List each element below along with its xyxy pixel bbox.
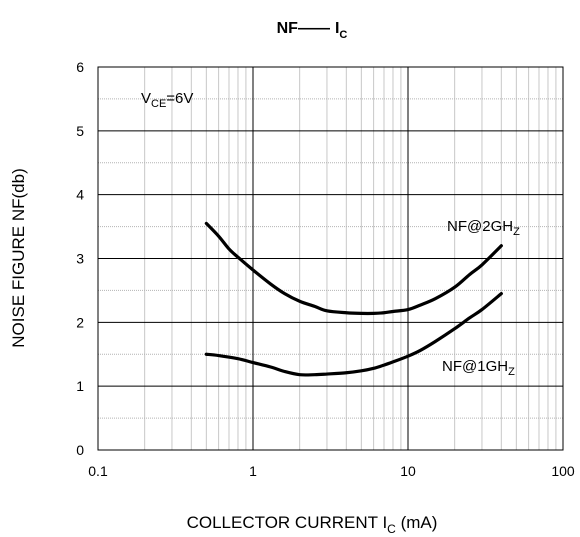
condition-label: VCE=6V — [141, 90, 193, 110]
series-lines — [204, 221, 503, 377]
condition-main: V — [141, 90, 151, 107]
x-axis-title-sub: C — [387, 522, 396, 536]
series-line-nf-2ghz — [204, 221, 503, 316]
series-label-nf-1ghz: NF@1GHZ — [442, 358, 515, 378]
x-tick-label: 1 — [249, 463, 257, 479]
x-tick-label: 100 — [551, 463, 575, 479]
series-line-nf-1ghz — [204, 292, 503, 377]
y-tick-label: 1 — [76, 378, 84, 394]
chart-title: NF—— IC — [277, 20, 348, 41]
y-tick-label: 2 — [76, 314, 84, 330]
y-tick-label: 4 — [76, 187, 84, 203]
x-tick-label: 0.1 — [88, 463, 108, 479]
series-label-nf-2ghz-sub: Z — [513, 226, 520, 238]
plot-area-frame — [97, 66, 564, 451]
x-axis-title: COLLECTOR CURRENT IC (mA) — [187, 513, 438, 536]
y-tick-label: 6 — [76, 59, 84, 75]
series-label-nf-2ghz-main: NF@2GH — [447, 218, 513, 235]
y-tick-labels: 0 1 2 3 4 5 6 — [76, 59, 84, 458]
series-label-nf-2ghz: NF@2GHZ — [447, 218, 520, 238]
chart-title-sub: C — [339, 29, 347, 41]
y-tick-label: 5 — [76, 123, 84, 139]
svg-text:NF——IC: NF—— IC — [277, 20, 348, 41]
chart-title-dash: —— — [298, 20, 330, 37]
condition-tail: =6V — [166, 90, 193, 107]
y-tick-label: 3 — [76, 251, 84, 267]
condition-sub: CE — [151, 98, 166, 110]
x-axis-title-main: COLLECTOR CURRENT I — [187, 513, 388, 532]
series-label-nf-1ghz-main: NF@1GH — [442, 358, 508, 375]
y-tick-label: 0 — [76, 442, 84, 458]
x-tick-label: 10 — [400, 463, 416, 479]
y-axis-title: NOISE FIGURE NF(db) — [9, 168, 28, 347]
series-label-nf-1ghz-sub: Z — [508, 366, 515, 378]
x-tick-labels: 0.1 1 10 100 — [88, 463, 575, 479]
x-axis-title-tail: (mA) — [396, 513, 438, 532]
major-gridlines — [97, 66, 564, 451]
chart-title-left: NF — [277, 20, 299, 37]
chart-title-main: I — [335, 20, 339, 37]
